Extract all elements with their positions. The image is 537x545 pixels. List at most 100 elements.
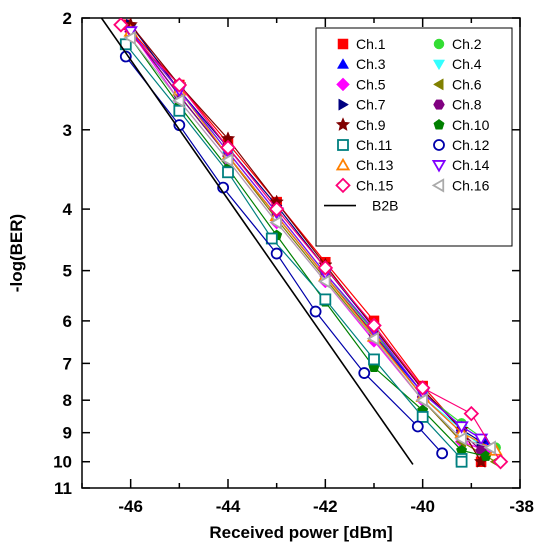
legend-marker: [335, 157, 351, 171]
data-point: [318, 274, 331, 289]
legend-label: Ch.9: [356, 117, 386, 133]
legend-label: Ch.15: [356, 177, 394, 193]
legend-marker: [336, 77, 350, 92]
data-point: [483, 440, 496, 455]
legend-entry: Ch.15: [335, 177, 394, 194]
y-tick-label: 6: [63, 312, 72, 331]
legend-entry: Ch.10: [433, 117, 490, 133]
legend-entry: Ch.3: [336, 56, 386, 72]
data-point: [220, 153, 234, 168]
data-point: [309, 305, 322, 318]
legend-label: Ch.8: [452, 97, 482, 113]
legend-marker: [432, 59, 446, 71]
series-line: [100, 18, 414, 465]
series-ch-15: [113, 18, 509, 470]
plot-frame: [81, 17, 521, 489]
legend-marker: [338, 98, 349, 111]
series-layer: [100, 18, 509, 470]
series-b2b: [100, 18, 414, 465]
legend-label: Ch.1: [356, 36, 386, 52]
legend-entry: Ch.16: [431, 177, 490, 193]
legend-marker: [335, 117, 351, 131]
data-point: [173, 104, 186, 117]
data-point: [436, 447, 449, 460]
legend-entry: Ch.11: [337, 137, 393, 153]
data-point: [123, 30, 136, 46]
y-tick-label: 10: [53, 453, 72, 472]
legend-marker: [336, 58, 350, 69]
y-tick-label: 7: [63, 354, 72, 373]
data-point: [366, 331, 380, 346]
data-point: [172, 93, 185, 108]
data-point: [265, 232, 278, 245]
legend-entry: Ch.5: [336, 76, 386, 92]
legend-marker: [433, 78, 444, 91]
legend-label: Ch.7: [356, 97, 386, 113]
data-point: [222, 166, 234, 179]
data-point: [492, 453, 509, 470]
x-tick-label: -46: [118, 497, 143, 516]
legend-entry: Ch.2: [433, 36, 482, 52]
legend-label: Ch.4: [452, 56, 482, 72]
legend-marker: [337, 139, 349, 151]
legend-marker: [335, 177, 351, 194]
data-point: [358, 367, 371, 379]
data-point: [411, 420, 424, 433]
y-tick-label: 4: [63, 200, 73, 219]
legend-entry: Ch.14: [431, 157, 490, 173]
series-ch-11: [119, 38, 468, 468]
legend-box: [315, 27, 513, 247]
legend-label: Ch.11: [356, 137, 393, 153]
data-point: [454, 431, 467, 446]
series-ch-12: [119, 50, 449, 460]
data-point: [455, 455, 468, 468]
legend-marker: [337, 38, 349, 50]
data-point: [268, 201, 285, 217]
legend-label: Ch.10: [452, 117, 490, 133]
data-point: [171, 77, 188, 93]
legend-entry: Ch.9: [335, 117, 386, 133]
data-point: [220, 139, 236, 156]
data-point: [319, 293, 332, 306]
legend-label: Ch.14: [452, 157, 490, 173]
legend-entry: Ch.7: [338, 97, 386, 113]
y-tick-label: 3: [63, 121, 72, 140]
legend-marker: [433, 139, 445, 151]
legend-entry: Ch.8: [433, 97, 482, 113]
x-tick-label: -44: [216, 497, 241, 516]
data-point: [415, 393, 428, 408]
legend-label: Ch.13: [356, 157, 394, 173]
legend-label: Ch.3: [356, 56, 386, 72]
legend-marker: [431, 160, 447, 173]
y-axis: 2 3 4 5 6 7 8 9 10 11: [53, 9, 520, 498]
x-tick-label: -42: [313, 497, 338, 516]
x-axis: -46 -44 -42 -40 -38: [81, 18, 534, 516]
data-point: [270, 247, 283, 260]
y-tick-label: 9: [63, 424, 72, 443]
x-axis-title: Received power [dBm]: [209, 523, 392, 542]
legend-label: Ch.16: [452, 177, 490, 193]
x-tick-label: -40: [410, 497, 435, 516]
y-tick-label: 2: [63, 9, 72, 28]
legend-marker: [431, 178, 445, 193]
data-point: [454, 421, 469, 434]
x-tick-label: -38: [509, 497, 534, 516]
legend-label: Ch.12: [452, 137, 490, 153]
data-point: [366, 317, 382, 334]
legend-label: B2B: [372, 198, 398, 214]
data-point: [473, 433, 489, 447]
legend-entry: Ch.1: [337, 36, 386, 52]
legend-label: Ch.2: [452, 36, 482, 52]
data-point: [463, 405, 480, 422]
y-axis-title: -log(BER): [7, 214, 26, 292]
y-tick-label: 8: [63, 391, 72, 410]
legend: Ch.1 Ch.2 Ch.3 Ch.4 Ch.5 Ch.6 Ch.7 Ch.8 Ch.9 Ch.1…: [315, 27, 513, 247]
series-ch-16: [123, 30, 496, 455]
data-point: [269, 215, 282, 230]
data-point: [113, 18, 129, 33]
legend-entry: Ch.6: [433, 76, 482, 92]
data-point: [317, 260, 334, 276]
series-line: [125, 56, 443, 454]
legend-marker: [433, 38, 445, 50]
